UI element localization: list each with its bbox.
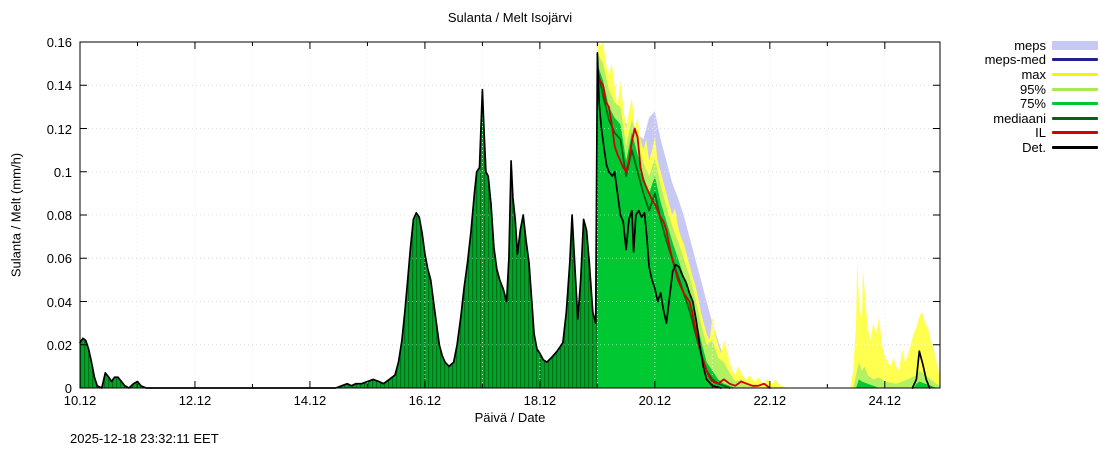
y-tick-0: 0 bbox=[64, 381, 72, 396]
y-tick-0.14: 0.14 bbox=[46, 78, 72, 94]
x-axis-label: Päivä / Date bbox=[474, 410, 546, 425]
legend-label: meps-med bbox=[984, 52, 1046, 68]
legend: meps meps-med max 95% 75% mediaani IL Det. bbox=[942, 38, 1098, 155]
legend-swatch bbox=[1052, 58, 1098, 62]
y-tick-0.1: 0.1 bbox=[53, 164, 72, 180]
series-melt-simulated bbox=[80, 52, 598, 389]
legend-item-det-: Det. bbox=[942, 140, 1098, 155]
timestamp: 2025-12-18 23:32:11 EET bbox=[70, 431, 219, 446]
series-Det. bbox=[79, 51, 722, 389]
y-tick-0.12: 0.12 bbox=[46, 121, 72, 137]
legend-swatch bbox=[1052, 131, 1098, 135]
legend-swatch bbox=[1052, 40, 1098, 50]
legend-item-mediaani: mediaani bbox=[942, 111, 1098, 126]
legend-label: IL bbox=[1035, 125, 1046, 141]
x-tick-24.12: 24.12 bbox=[868, 393, 902, 408]
chart-title: Sulanta / Melt Isojärvi bbox=[447, 10, 573, 25]
y-tick-0.16: 0.16 bbox=[46, 35, 72, 50]
legend-swatch bbox=[1052, 116, 1098, 120]
legend-item-95-: 95% bbox=[942, 82, 1098, 97]
x-tick-12.12: 12.12 bbox=[178, 393, 212, 408]
series-Det. bbox=[911, 350, 931, 389]
x-tick-20.12: 20.12 bbox=[638, 393, 672, 408]
legend-label: mediaani bbox=[993, 110, 1046, 126]
x-tick-22.12: 22.12 bbox=[753, 393, 787, 408]
legend-item-75-: 75% bbox=[942, 96, 1098, 111]
legend-swatch bbox=[1052, 102, 1098, 106]
legend-swatch bbox=[1052, 87, 1098, 91]
y-tick-0.04: 0.04 bbox=[46, 294, 72, 310]
legend-item-meps-med: meps-med bbox=[942, 52, 1098, 68]
y-tick-0.02: 0.02 bbox=[46, 337, 72, 353]
y-tick-0.08: 0.08 bbox=[46, 208, 72, 223]
legend-label: 95% bbox=[1019, 81, 1046, 97]
legend-label: meps bbox=[1014, 37, 1046, 53]
x-tick-18.12: 18.12 bbox=[523, 393, 557, 408]
legend-label: max bbox=[1021, 66, 1046, 82]
y-tick-0.06: 0.06 bbox=[46, 251, 72, 267]
legend-label: 75% bbox=[1019, 96, 1046, 112]
legend-swatch bbox=[1052, 72, 1098, 76]
legend-item-max: max bbox=[942, 67, 1098, 82]
legend-item-meps: meps bbox=[942, 38, 1098, 53]
legend-label: Det. bbox=[1022, 139, 1046, 155]
x-tick-10.12: 10.12 bbox=[63, 393, 97, 408]
x-tick-16.12: 16.12 bbox=[408, 393, 442, 408]
legend-item-il: IL bbox=[942, 125, 1098, 141]
series-75% bbox=[597, 63, 937, 388]
series-IL bbox=[596, 73, 771, 389]
x-tick-14.12: 14.12 bbox=[293, 393, 327, 408]
legend-swatch bbox=[1052, 145, 1098, 149]
